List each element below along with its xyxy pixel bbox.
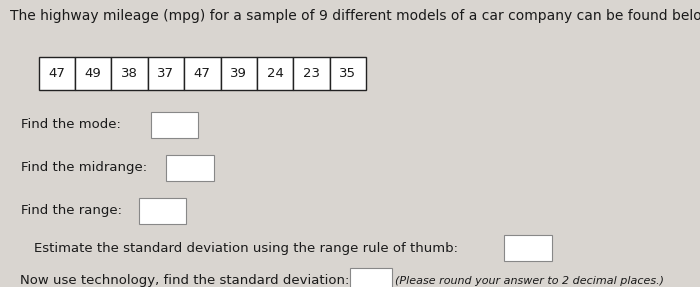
Text: (Please round your answer to 2 decimal places.): (Please round your answer to 2 decimal p… xyxy=(395,276,664,286)
Bar xyxy=(330,57,366,90)
Bar xyxy=(148,57,184,90)
Bar xyxy=(350,268,392,287)
Text: The highway mileage (mpg) for a sample of 9 different models of a car company ca: The highway mileage (mpg) for a sample o… xyxy=(10,9,700,23)
Bar xyxy=(75,57,111,90)
Text: 38: 38 xyxy=(121,67,138,80)
Text: 23: 23 xyxy=(303,67,320,80)
Bar xyxy=(150,112,198,138)
Bar xyxy=(139,198,186,224)
Bar xyxy=(111,57,148,90)
Text: 35: 35 xyxy=(340,67,356,80)
Text: 47: 47 xyxy=(194,67,211,80)
Text: Estimate the standard deviation using the range rule of thumb:: Estimate the standard deviation using th… xyxy=(34,242,458,255)
Text: 37: 37 xyxy=(158,67,174,80)
Text: 47: 47 xyxy=(48,67,65,80)
Bar xyxy=(504,235,552,261)
Text: Now use technology, find the standard deviation:: Now use technology, find the standard de… xyxy=(20,274,349,287)
Text: 39: 39 xyxy=(230,67,247,80)
Bar xyxy=(257,57,293,90)
Bar xyxy=(293,57,330,90)
Bar xyxy=(166,155,214,181)
Bar xyxy=(184,57,220,90)
Bar xyxy=(220,57,257,90)
Text: Find the midrange:: Find the midrange: xyxy=(21,161,147,174)
Text: 49: 49 xyxy=(85,67,102,80)
Text: 24: 24 xyxy=(267,67,284,80)
Text: Find the range:: Find the range: xyxy=(21,204,122,218)
Text: Find the mode:: Find the mode: xyxy=(21,118,121,131)
Bar xyxy=(38,57,75,90)
